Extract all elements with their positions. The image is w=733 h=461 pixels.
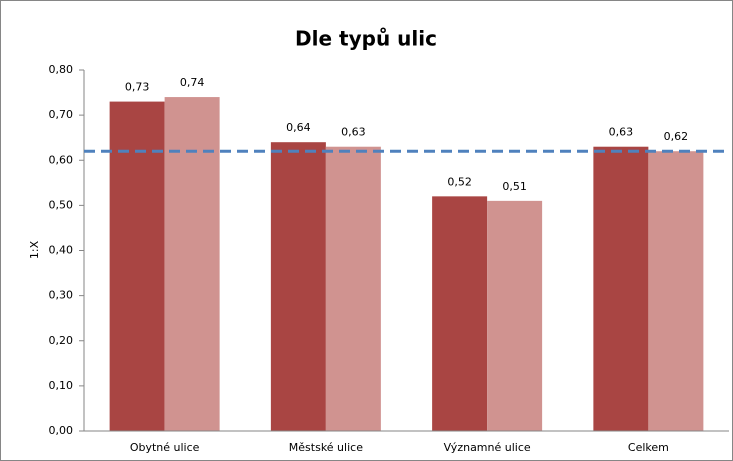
x-tick-label: Významné ulice	[444, 441, 531, 454]
y-tick-label: 0,00	[49, 424, 74, 437]
value-label: 0,73	[125, 81, 150, 94]
x-tick-label: Celkem	[628, 441, 669, 454]
bar	[487, 200, 543, 431]
bar	[270, 142, 326, 431]
y-tick-label: 0,70	[49, 108, 74, 121]
value-label: 0,62	[664, 130, 689, 143]
x-tick-label: Obytné ulice	[130, 441, 200, 454]
value-label: 0,63	[609, 126, 634, 139]
y-tick-label: 0,30	[49, 289, 74, 302]
y-tick-label: 0,40	[49, 244, 74, 257]
bar	[325, 146, 381, 431]
bar	[648, 151, 704, 431]
y-axis-label: 1:X	[28, 240, 41, 259]
bar	[109, 101, 165, 432]
y-tick-label: 0,80	[49, 63, 74, 76]
bar	[164, 97, 220, 431]
y-tick-label: 0,20	[49, 334, 74, 347]
x-tick-label: Městské ulice	[289, 441, 363, 454]
value-label: 0,52	[447, 175, 472, 188]
value-label: 0,63	[341, 126, 366, 139]
bar	[593, 146, 649, 431]
y-tick-label: 0,10	[49, 379, 74, 392]
value-label: 0,74	[180, 76, 205, 89]
value-label: 0,51	[502, 180, 527, 193]
y-tick-label: 0,60	[49, 153, 74, 166]
value-label: 0,64	[286, 121, 311, 134]
chart-title: Dle typů ulic	[295, 27, 437, 51]
y-tick-label: 0,50	[49, 198, 74, 211]
bar	[432, 196, 488, 431]
